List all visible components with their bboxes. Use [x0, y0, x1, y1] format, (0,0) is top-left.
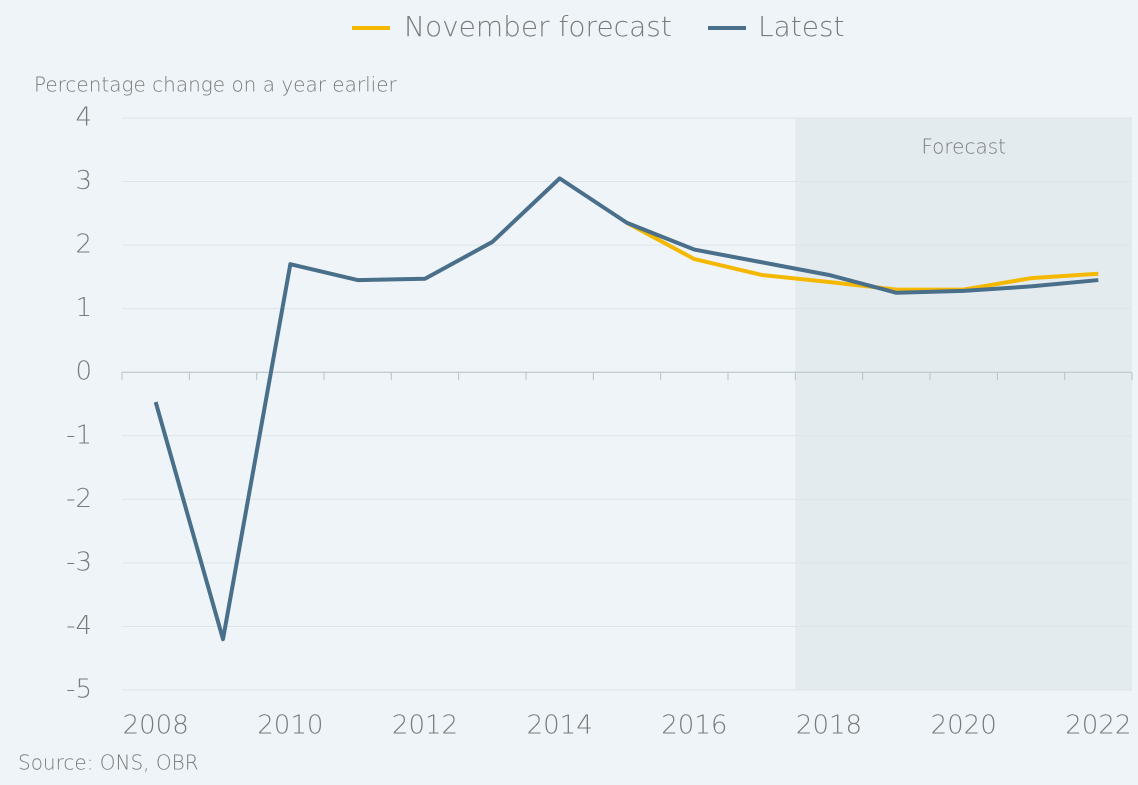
series-line — [153, 176, 1099, 642]
y-tick-label: -4 — [66, 611, 92, 641]
y-tick-label: 3 — [75, 166, 92, 196]
x-tick-label: 2014 — [527, 711, 593, 741]
forecast-label: Forecast — [921, 135, 1006, 159]
x-tick-label: 2010 — [257, 711, 323, 741]
x-tick-label: 2018 — [796, 711, 862, 741]
y-tick-label: 0 — [75, 357, 92, 387]
x-tick-label: 2022 — [1065, 711, 1131, 741]
y-tick-label: -3 — [66, 547, 92, 577]
x-tick-label: 2008 — [123, 711, 189, 741]
legend-label: Latest — [758, 10, 845, 43]
y-tick-label: -2 — [66, 484, 92, 514]
y-tick-label: 4 — [75, 103, 92, 133]
source: Source: ONS, OBR — [18, 751, 199, 775]
y-axis-label: Percentage change on a year earlier — [34, 73, 398, 97]
x-tick-label: 2012 — [392, 711, 458, 741]
forecast-region — [795, 118, 1132, 690]
y-tick-label: 1 — [75, 293, 92, 323]
x-tick-label: 2016 — [661, 711, 727, 741]
y-tick-label: 2 — [75, 230, 92, 260]
x-tick-label: 2020 — [931, 711, 997, 741]
y-tick-label: -1 — [66, 420, 92, 450]
legend-label: November forecast — [404, 10, 672, 43]
y-tick-label: -5 — [66, 675, 92, 705]
